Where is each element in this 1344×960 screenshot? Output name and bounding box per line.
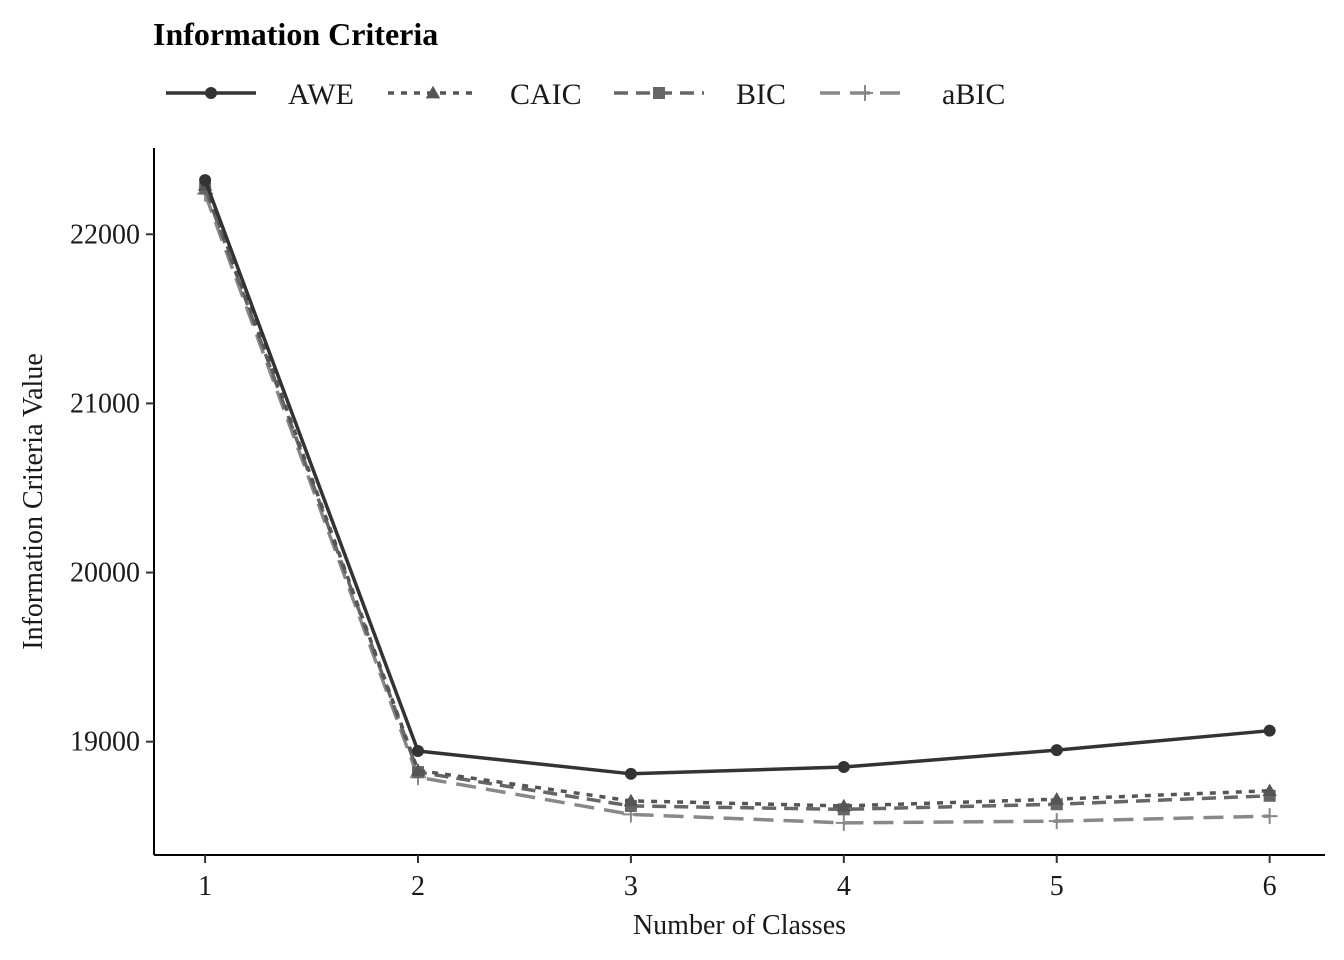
series-awe (199, 174, 1276, 780)
legend-label-awe: AWE (288, 78, 354, 111)
series-line-awe (203, 179, 1270, 776)
axes (153, 148, 1325, 856)
point-awe-5 (1050, 744, 1063, 757)
legend-label-abic: aBIC (942, 78, 1005, 111)
x-tick-label-3: 3 (624, 871, 638, 902)
x-axis-title: Number of Classes (633, 910, 846, 941)
legend: AWE CAIC BIC aBIC (166, 78, 1005, 111)
series-line-bic (203, 187, 1270, 812)
legend-item-abic: aBIC (820, 78, 1005, 111)
series-bic (199, 182, 1276, 816)
y-axis-title: Information Criteria Value (18, 353, 49, 650)
point-abic-4 (835, 814, 852, 831)
y-axis-ticks: 19000 20000 21000 22000 (70, 219, 154, 758)
point-awe-6 (1263, 724, 1276, 737)
y-tick-label-19000: 19000 (70, 727, 140, 758)
legend-item-bic: BIC (614, 78, 786, 111)
x-tick-label-1: 1 (198, 871, 212, 902)
y-tick-label-22000: 22000 (70, 219, 140, 250)
point-awe-2 (412, 744, 425, 757)
chart-title: Information Criteria (153, 16, 438, 52)
point-abic-6 (1261, 808, 1278, 825)
series-layer (197, 174, 1278, 831)
legend-item-caic: CAIC (388, 78, 582, 111)
x-tick-label-2: 2 (411, 871, 425, 902)
y-tick-label-20000: 20000 (70, 558, 140, 589)
series-caic (197, 178, 1277, 812)
point-caic-3 (623, 793, 639, 807)
legend-marker-abic (857, 85, 873, 101)
legend-marker-awe (205, 87, 217, 99)
point-abic-5 (1048, 813, 1065, 830)
series-line-caic (203, 184, 1270, 808)
legend-label-caic: CAIC (510, 78, 582, 111)
series-line-abic (203, 193, 1270, 825)
point-caic-5 (1049, 791, 1064, 805)
x-tick-label-5: 5 (1050, 871, 1064, 902)
legend-marker-bic (653, 87, 665, 99)
legend-marker-caic (425, 85, 441, 99)
point-caic-4 (836, 798, 852, 812)
legend-item-awe: AWE (166, 78, 354, 111)
x-axis-ticks: 1 2 3 4 5 6 (198, 855, 1277, 902)
point-awe-4 (837, 761, 850, 774)
point-awe-1 (199, 174, 212, 187)
y-tick-label-21000: 21000 (70, 388, 140, 419)
series-abic (197, 185, 1278, 831)
x-tick-label-6: 6 (1263, 871, 1277, 902)
point-caic-6 (1262, 783, 1277, 797)
legend-label-bic: BIC (736, 78, 786, 111)
point-awe-3 (624, 767, 637, 780)
point-caic-2 (410, 763, 426, 776)
x-tick-label-4: 4 (837, 871, 851, 902)
